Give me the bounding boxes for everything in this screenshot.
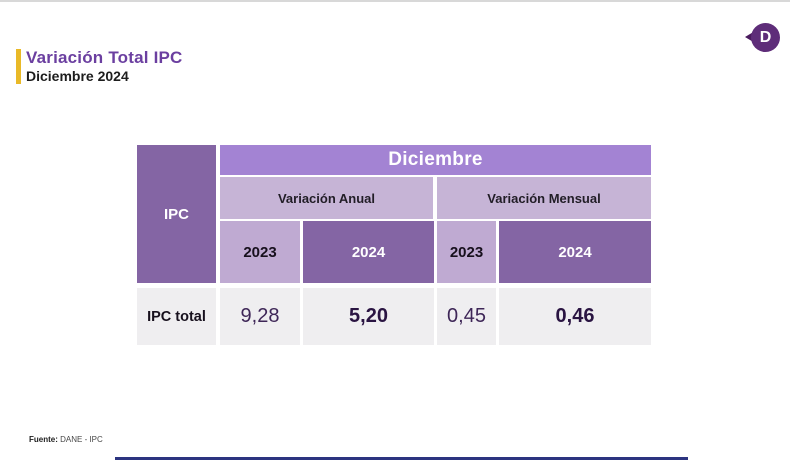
source-label: Fuente: (29, 435, 58, 444)
page-title: Variación Total IPC (26, 48, 183, 67)
value-anual-2023: 9,28 (220, 288, 300, 345)
row-label-ipc-total: IPC total (137, 288, 216, 345)
value-anual-2024: 5,20 (303, 288, 434, 345)
value-mensual-2023: 0,45 (437, 288, 496, 345)
year-header-anual-2024: 2024 (303, 221, 434, 283)
year-header-mensual-2023: 2023 (437, 221, 496, 283)
logo-letter: D (759, 28, 772, 46)
year-header-mensual-2024: 2024 (499, 221, 651, 283)
source-value: DANE - IPC (57, 435, 103, 444)
bottom-accent-bar (115, 457, 688, 460)
group-header-variacion-anual: Variación Anual (220, 177, 433, 219)
table-corner-ipc: IPC (137, 145, 216, 283)
title-accent-bar (16, 49, 21, 84)
page-subtitle: Diciembre 2024 (26, 68, 129, 84)
value-mensual-2024: 0,46 (499, 288, 651, 345)
source-note: Fuente: DANE - IPC (29, 435, 103, 444)
dane-logo: D (744, 22, 784, 54)
logo-bubble-tail-icon (745, 31, 755, 43)
logo-circle-icon: D (751, 23, 780, 52)
month-header-diciembre: Diciembre (220, 145, 651, 175)
year-header-anual-2023: 2023 (220, 221, 300, 283)
group-header-variacion-mensual: Variación Mensual (437, 177, 651, 219)
